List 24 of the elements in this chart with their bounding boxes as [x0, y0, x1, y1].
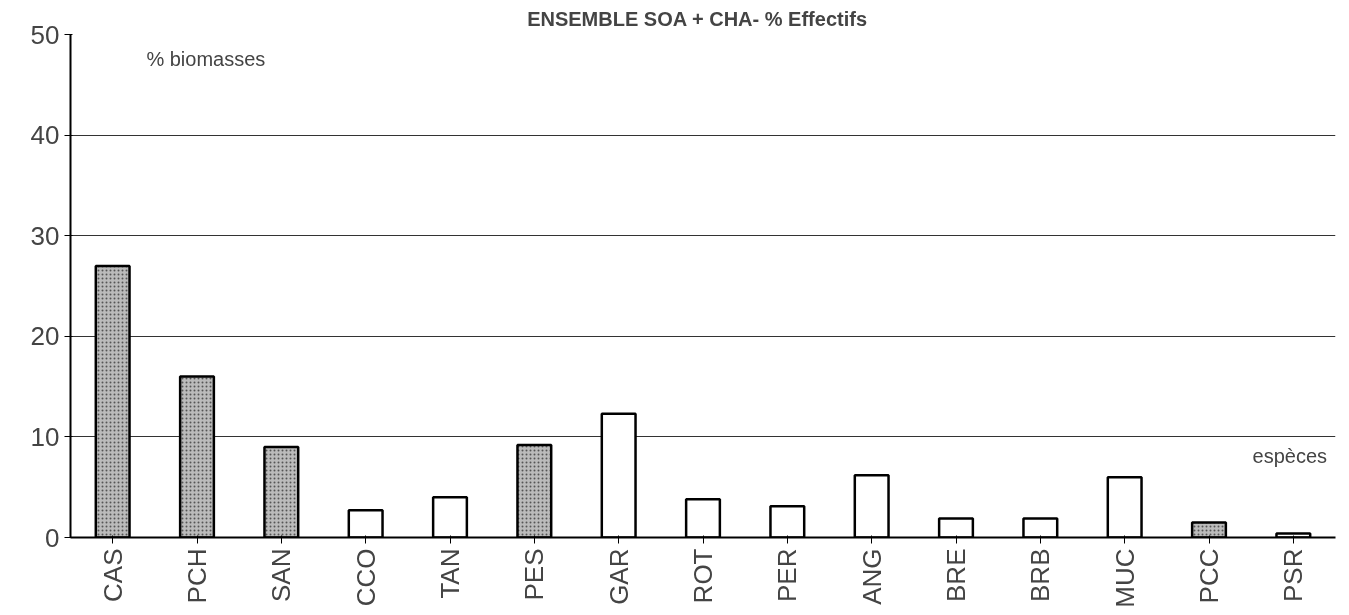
chart-title: ENSEMBLE SOA + CHA- % Effectifs	[527, 7, 868, 30]
x-tick-label: SAN	[266, 548, 297, 602]
x-tick-label: BRB	[1025, 548, 1056, 602]
annotation: espèces	[1252, 445, 1328, 468]
y-tick-label: 0	[45, 522, 60, 553]
x-tick-label: BRE	[941, 548, 971, 602]
x-tick-label: PSR	[1278, 548, 1309, 602]
x-tick-label: PER	[772, 548, 803, 602]
y-tick-label: 50	[30, 19, 60, 50]
y-tick-label: 20	[30, 321, 60, 352]
x-tick-label: PES	[519, 548, 550, 601]
annotation: % biomasses	[146, 47, 266, 70]
x-tick-label: ROT	[688, 548, 718, 604]
x-tick-label: PCC	[1194, 548, 1224, 604]
y-tick-label: 40	[30, 120, 60, 151]
x-tick-label: TAN	[435, 548, 465, 599]
x-tick-label: CAS	[97, 548, 128, 602]
x-tick-label: MUC	[1109, 548, 1140, 608]
x-tick-label: CCO	[350, 548, 381, 607]
x-tick-label: ANG	[856, 548, 887, 605]
y-tick-label: 10	[30, 421, 60, 452]
x-tick-label: PCH	[182, 548, 212, 604]
y-tick-label: 30	[30, 220, 60, 251]
x-tick-label: GAR	[603, 548, 634, 605]
